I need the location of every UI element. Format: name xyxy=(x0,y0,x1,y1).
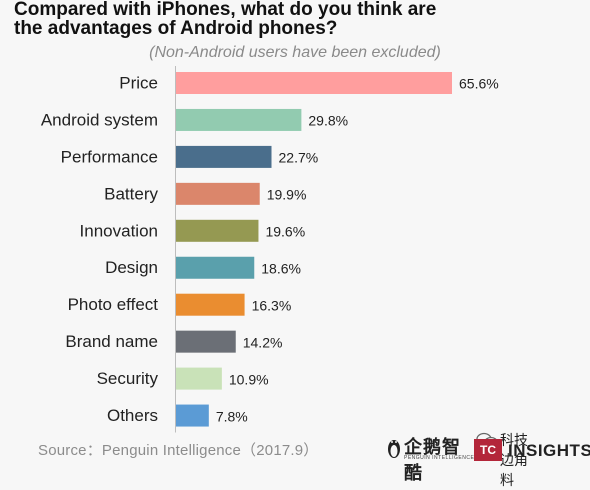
bar-price xyxy=(176,72,452,94)
penguin-logo-subtext: PENGUIN INTELLIGENCE xyxy=(404,455,475,461)
bar-design xyxy=(176,256,255,279)
source-note: Source：Penguin Intelligence（2017.9） xyxy=(38,442,319,459)
value-label-price: 65.6% xyxy=(459,76,499,92)
category-label-price: Price xyxy=(119,73,158,92)
value-label-battery: 19.9% xyxy=(267,187,307,203)
value-label-security: 10.9% xyxy=(229,371,269,387)
bar-android-system xyxy=(176,108,302,131)
category-label-security: Security xyxy=(97,369,159,388)
insights-logo-text: INSIGHTS xyxy=(508,441,590,460)
penguin-icon xyxy=(388,440,400,458)
value-label-others: 7.8% xyxy=(216,408,248,424)
penguin-intelligence-logo: 企鹅智酷 PENGUIN INTELLIGENCE xyxy=(386,433,478,483)
tc-insights-logo: TC INSIGHTS xyxy=(474,433,590,463)
chart-title: Compared with iPhones, what do you think… xyxy=(14,0,574,38)
value-label-photo-effect: 16.3% xyxy=(252,297,292,313)
bar-brand-name xyxy=(176,330,236,353)
category-label-others: Others xyxy=(107,406,158,425)
bar-chart: Price 65.6% Android system 29.8% Performance… xyxy=(41,66,499,433)
tc-logo-box: TC xyxy=(474,439,502,461)
category-label-innovation: Innovation xyxy=(80,221,158,240)
category-label-photo-effect: Photo effect xyxy=(68,295,159,314)
category-label-android-system: Android system xyxy=(41,110,158,129)
chart-subtitle: (Non-Android users have been excluded) xyxy=(149,44,441,61)
bar-innovation xyxy=(176,219,259,242)
value-label-performance: 22.7% xyxy=(279,150,319,166)
value-label-design: 18.6% xyxy=(261,260,301,276)
category-label-brand-name: Brand name xyxy=(65,332,158,351)
value-label-brand-name: 14.2% xyxy=(243,334,283,350)
value-label-android-system: 29.8% xyxy=(308,113,348,129)
category-label-battery: Battery xyxy=(104,184,158,203)
chart-title-line-2: the advantages of Android phones? xyxy=(14,18,338,39)
value-label-innovation: 19.6% xyxy=(265,224,305,240)
chart-title-line-1: Compared with iPhones, what do you think… xyxy=(14,0,437,20)
category-label-design: Design xyxy=(105,258,158,277)
bar-security xyxy=(176,367,222,390)
bar-photo-effect xyxy=(176,293,245,316)
bar-others xyxy=(176,404,209,427)
bar-performance xyxy=(176,145,272,168)
category-label-performance: Performance xyxy=(61,147,158,166)
bar-battery xyxy=(176,182,260,205)
